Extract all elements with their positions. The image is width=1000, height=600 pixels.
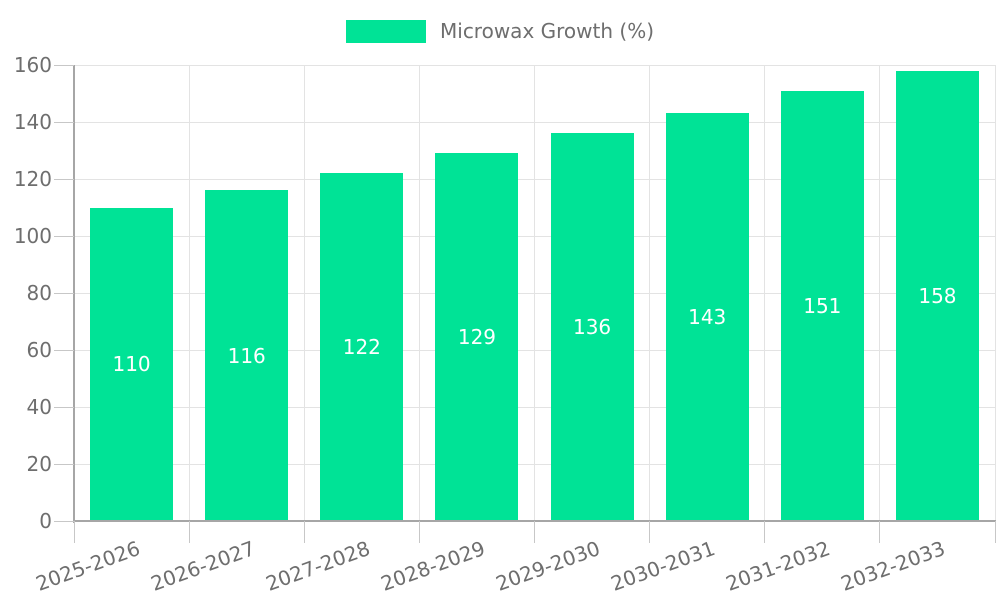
x-axis-tick	[534, 521, 535, 543]
y-axis-tick	[54, 178, 74, 180]
y-axis-label: 60	[26, 338, 52, 362]
x-axis-tick	[879, 521, 881, 543]
bar-value-label: 110	[112, 352, 151, 377]
x-gridline	[649, 65, 651, 521]
x-gridline	[534, 65, 535, 521]
x-axis-label: 2028-2029	[377, 536, 489, 596]
x-axis-tick	[303, 521, 305, 543]
y-axis-label: 120	[13, 167, 52, 191]
x-axis-label: 2026-2027	[147, 536, 258, 596]
bar-2025-2026[interactable]	[90, 207, 174, 521]
y-axis-tick	[54, 292, 74, 294]
bar-value-label: 151	[803, 293, 842, 318]
y-axis-tick	[54, 406, 74, 408]
x-axis-tick	[649, 521, 651, 543]
x-gridline	[188, 65, 190, 521]
y-axis-tick	[54, 121, 74, 123]
x-axis-label: 2031-2032	[722, 536, 834, 596]
y-axis-label: 40	[26, 395, 52, 419]
y-axis-label: 160	[13, 53, 52, 77]
x-axis-tick	[994, 521, 996, 543]
x-axis-label: 2029-2030	[492, 536, 604, 596]
x-axis-label: 2032-2033	[837, 536, 949, 596]
bar-value-label: 158	[918, 283, 957, 308]
y-axis-tick	[54, 235, 74, 237]
x-gridline	[418, 65, 420, 521]
y-axis-label: 20	[26, 452, 52, 476]
legend-swatch	[346, 19, 426, 43]
y-axis-label: 80	[26, 281, 52, 305]
x-axis-label: 2025-2026	[32, 536, 143, 596]
y-axis-tick	[54, 64, 74, 66]
bar-2027-2028[interactable]	[320, 173, 404, 521]
bar-value-label: 129	[457, 325, 497, 350]
x-axis-tick	[73, 521, 75, 543]
x-gridline	[879, 65, 881, 521]
y-axis-tick	[54, 463, 74, 465]
bar-2028-2029[interactable]	[435, 153, 519, 521]
y-axis-line	[73, 65, 75, 523]
bar-value-label: 122	[342, 335, 381, 360]
bar-2031-2032[interactable]	[780, 90, 864, 521]
y-axis-label: 140	[13, 110, 52, 134]
x-axis-label: 2027-2028	[262, 536, 374, 596]
bar-2026-2027[interactable]	[205, 190, 289, 521]
bar-2030-2031[interactable]	[665, 113, 749, 521]
legend[interactable]: Microwax Growth (%)	[0, 19, 1000, 43]
x-gridline	[994, 65, 996, 521]
bar-value-label: 136	[572, 315, 612, 340]
y-axis-tick	[54, 520, 74, 522]
x-axis-tick	[764, 521, 766, 543]
x-gridline	[764, 65, 766, 521]
y-axis-label: 0	[39, 509, 52, 533]
y-axis-tick	[54, 349, 74, 351]
bar-2032-2033[interactable]	[895, 70, 979, 521]
x-axis-label: 2030-2031	[607, 536, 719, 596]
x-axis-tick	[188, 521, 190, 543]
legend-label: Microwax Growth (%)	[440, 19, 654, 43]
y-axis-label: 100	[13, 224, 52, 248]
bar-value-label: 116	[227, 343, 266, 368]
x-gridline	[303, 65, 305, 521]
x-axis-tick	[418, 521, 420, 543]
bar-value-label: 143	[688, 305, 727, 330]
bar-2029-2030[interactable]	[550, 133, 634, 521]
